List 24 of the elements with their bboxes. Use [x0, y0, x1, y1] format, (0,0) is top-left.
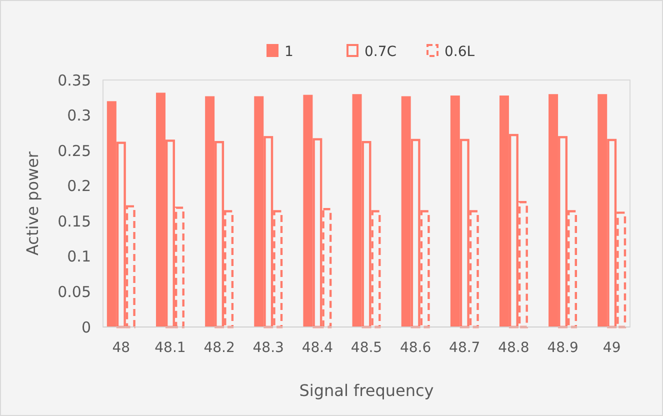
y-tick-label: 0.25 [58, 142, 91, 160]
y-tick-label: 0.05 [58, 282, 91, 301]
legend-label: 0.7C [364, 44, 397, 60]
x-tick-label: 48.1 [154, 340, 186, 356]
y-tick-label: 0.35 [58, 71, 91, 90]
x-tick-label: 48.8 [498, 340, 530, 356]
x-tick-label: 48 [112, 340, 130, 356]
x-tick-label: 48.6 [400, 340, 432, 356]
y-axis-title: Active power [23, 151, 42, 256]
x-tick-label: 48.9 [547, 340, 578, 356]
x-tick-label: 48.7 [449, 340, 480, 356]
x-tick-label: 48.2 [204, 340, 235, 356]
y-tick-label: 0.2 [67, 177, 91, 196]
legend-label: 1 [284, 44, 294, 60]
legend-label: 0.6L [444, 44, 475, 60]
y-tick-label: 0.3 [67, 106, 91, 125]
x-tick-label: 49 [602, 340, 621, 356]
y-tick-label: 0.1 [67, 248, 91, 266]
x-tick-label: 48.5 [350, 340, 382, 356]
y-tick-label: 0.15 [58, 212, 91, 230]
x-axis-title: Signal frequency [299, 381, 434, 400]
y-tick-label: 0 [81, 318, 91, 336]
x-tick-label: 48.4 [302, 340, 334, 356]
x-tick-label: 48.3 [252, 340, 284, 356]
